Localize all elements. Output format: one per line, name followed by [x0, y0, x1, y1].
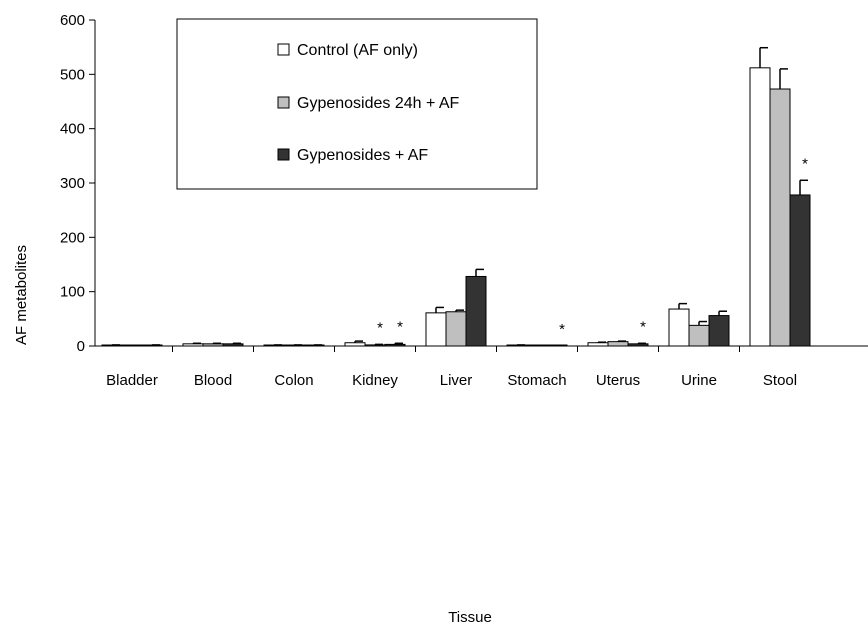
bar — [607, 341, 629, 347]
legend-swatch — [277, 96, 290, 109]
bar — [445, 311, 467, 347]
legend-box — [176, 18, 538, 190]
legend: Control (AF only) Gypenosides 24h + AF Gyp… — [176, 18, 538, 190]
axes — [94, 20, 868, 352]
y-tick-label: 500 — [60, 66, 85, 83]
bar — [425, 312, 447, 347]
y-axis-title: AF metabolites — [13, 245, 30, 345]
y-tick-label: 300 — [60, 175, 85, 192]
x-tick-label: Stomach — [507, 372, 566, 389]
significance-asterisk: * — [397, 318, 403, 335]
bars — [101, 67, 811, 347]
bar — [465, 275, 487, 347]
y-tick-label: 600 — [60, 12, 85, 29]
bar — [668, 308, 690, 347]
significance-asterisk: * — [559, 321, 565, 338]
legend-swatch — [277, 43, 290, 56]
bar — [769, 88, 791, 347]
error-bars — [111, 46, 808, 346]
y-tick-label: 0 — [77, 338, 85, 355]
x-tick-label: Urine — [681, 372, 717, 389]
legend-label: Gypenosides 24h + AF — [297, 95, 460, 112]
bar — [708, 315, 730, 347]
y-tick-label: 400 — [60, 121, 85, 138]
y-tick-label: 200 — [60, 229, 85, 246]
significance-asterisk: * — [377, 319, 383, 336]
legend-label: Control (AF only) — [297, 42, 418, 59]
x-axis-title: Tissue — [448, 609, 492, 626]
x-tick-label: Liver — [440, 372, 473, 389]
x-tick-label: Stool — [763, 372, 797, 389]
significance-asterisk: * — [802, 155, 808, 172]
significance-markers: * * * * * — [377, 155, 808, 338]
x-tick-label: Colon — [274, 372, 313, 389]
bar — [789, 194, 811, 347]
bar — [688, 324, 710, 347]
x-tick-label: Uterus — [596, 372, 640, 389]
y-tick-label: 100 — [60, 284, 85, 301]
legend-label: Gypenosides + AF — [297, 147, 428, 164]
x-axis-tick-labels: Bladder Blood Colon Kidney Liver Stomach Uteru… — [106, 372, 797, 389]
x-tick-label: Blood — [194, 372, 232, 389]
legend-swatch — [277, 148, 290, 161]
significance-asterisk: * — [640, 318, 646, 335]
x-tick-label: Kidney — [352, 372, 398, 389]
y-axis-ticks: 0 100 200 300 400 500 600 — [60, 12, 95, 355]
x-tick-label: Bladder — [106, 372, 158, 389]
bar — [749, 67, 771, 347]
